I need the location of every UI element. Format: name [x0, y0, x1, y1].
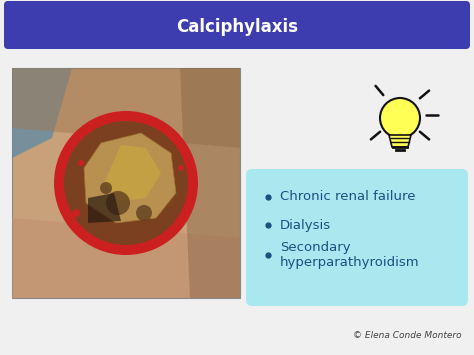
Circle shape [106, 191, 130, 215]
FancyBboxPatch shape [246, 169, 468, 306]
Circle shape [178, 165, 184, 171]
Polygon shape [104, 145, 161, 201]
Polygon shape [84, 133, 176, 223]
Text: Dialysis: Dialysis [280, 218, 331, 231]
Circle shape [380, 98, 420, 138]
Circle shape [100, 182, 112, 194]
Polygon shape [12, 218, 240, 298]
FancyBboxPatch shape [4, 1, 470, 49]
Text: Calciphylaxis: Calciphylaxis [176, 18, 298, 36]
Polygon shape [88, 193, 121, 223]
Text: Secondary
hyperparathyroidism: Secondary hyperparathyroidism [280, 241, 419, 269]
Polygon shape [12, 68, 240, 148]
Circle shape [78, 160, 84, 166]
FancyBboxPatch shape [12, 68, 240, 298]
Polygon shape [180, 68, 240, 298]
Circle shape [72, 209, 80, 217]
Text: Chronic renal failure: Chronic renal failure [280, 191, 416, 203]
Circle shape [54, 111, 198, 255]
Text: © Elena Conde Montero: © Elena Conde Montero [354, 331, 462, 340]
Polygon shape [12, 68, 72, 158]
Circle shape [64, 121, 188, 245]
Polygon shape [389, 135, 411, 147]
Circle shape [136, 205, 152, 221]
